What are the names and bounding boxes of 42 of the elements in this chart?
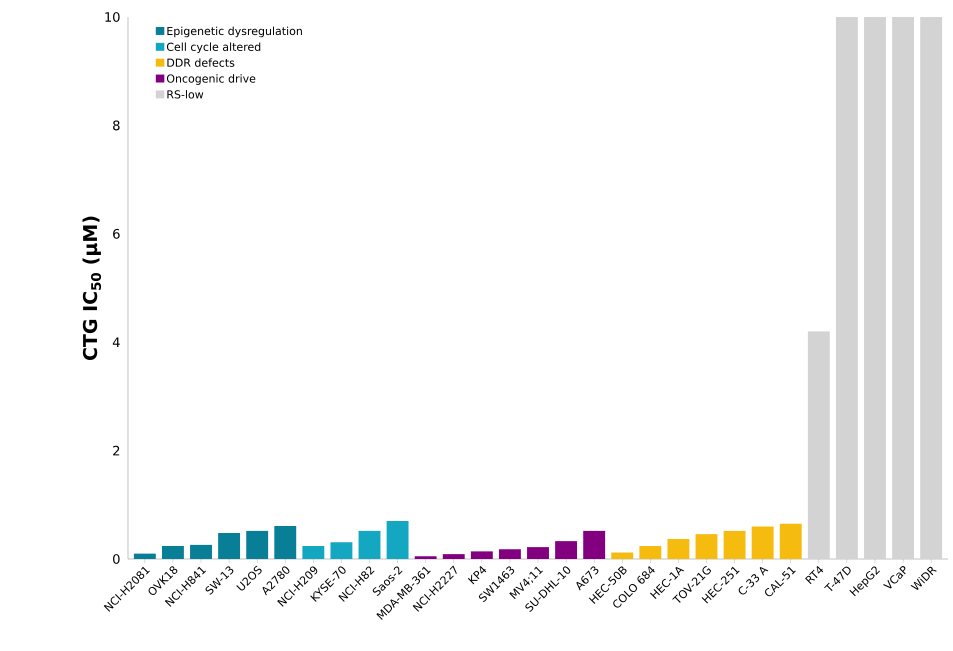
legend-label: DDR defects <box>167 58 234 67</box>
bar <box>190 544 212 559</box>
bar <box>246 530 268 559</box>
bar <box>920 16 942 559</box>
legend-label: Epigenetic dysregulation <box>167 26 302 38</box>
bar <box>134 554 156 559</box>
legend-label: RS-low <box>167 90 204 99</box>
bar <box>639 546 662 559</box>
bar <box>724 530 746 559</box>
bar <box>611 552 634 559</box>
bar <box>667 538 690 559</box>
bar <box>414 556 437 559</box>
bar <box>696 534 718 559</box>
y-tick-label: 8 <box>113 120 120 130</box>
bar <box>752 526 774 559</box>
bar <box>555 541 578 559</box>
bar <box>470 551 493 559</box>
bar <box>386 521 409 559</box>
x-tick-label: RT4 <box>805 566 824 584</box>
bar <box>808 331 830 559</box>
bar <box>442 554 465 559</box>
y-tick-label: 0 <box>113 554 120 564</box>
y-tick-label: 2 <box>113 446 120 456</box>
bar <box>892 16 914 559</box>
legend-label: Cell cycle altered <box>166 42 260 54</box>
bar <box>330 542 352 559</box>
bar <box>218 532 240 559</box>
bar <box>527 547 549 559</box>
bar <box>302 546 324 559</box>
y-axis-title: CTG IC$_{50}$ (µM) <box>82 216 102 360</box>
y-tick-label: 6 <box>113 228 120 239</box>
bar <box>162 546 184 559</box>
bar <box>864 16 886 559</box>
bar <box>583 530 606 559</box>
y-tick-label: 10 <box>105 12 120 22</box>
bar <box>358 530 380 559</box>
bar <box>274 526 296 559</box>
bar <box>780 524 802 559</box>
y-tick-label: 4 <box>112 337 120 347</box>
legend-label: Oncogenic drive <box>166 74 256 85</box>
bar <box>498 549 521 559</box>
bar <box>836 16 858 559</box>
